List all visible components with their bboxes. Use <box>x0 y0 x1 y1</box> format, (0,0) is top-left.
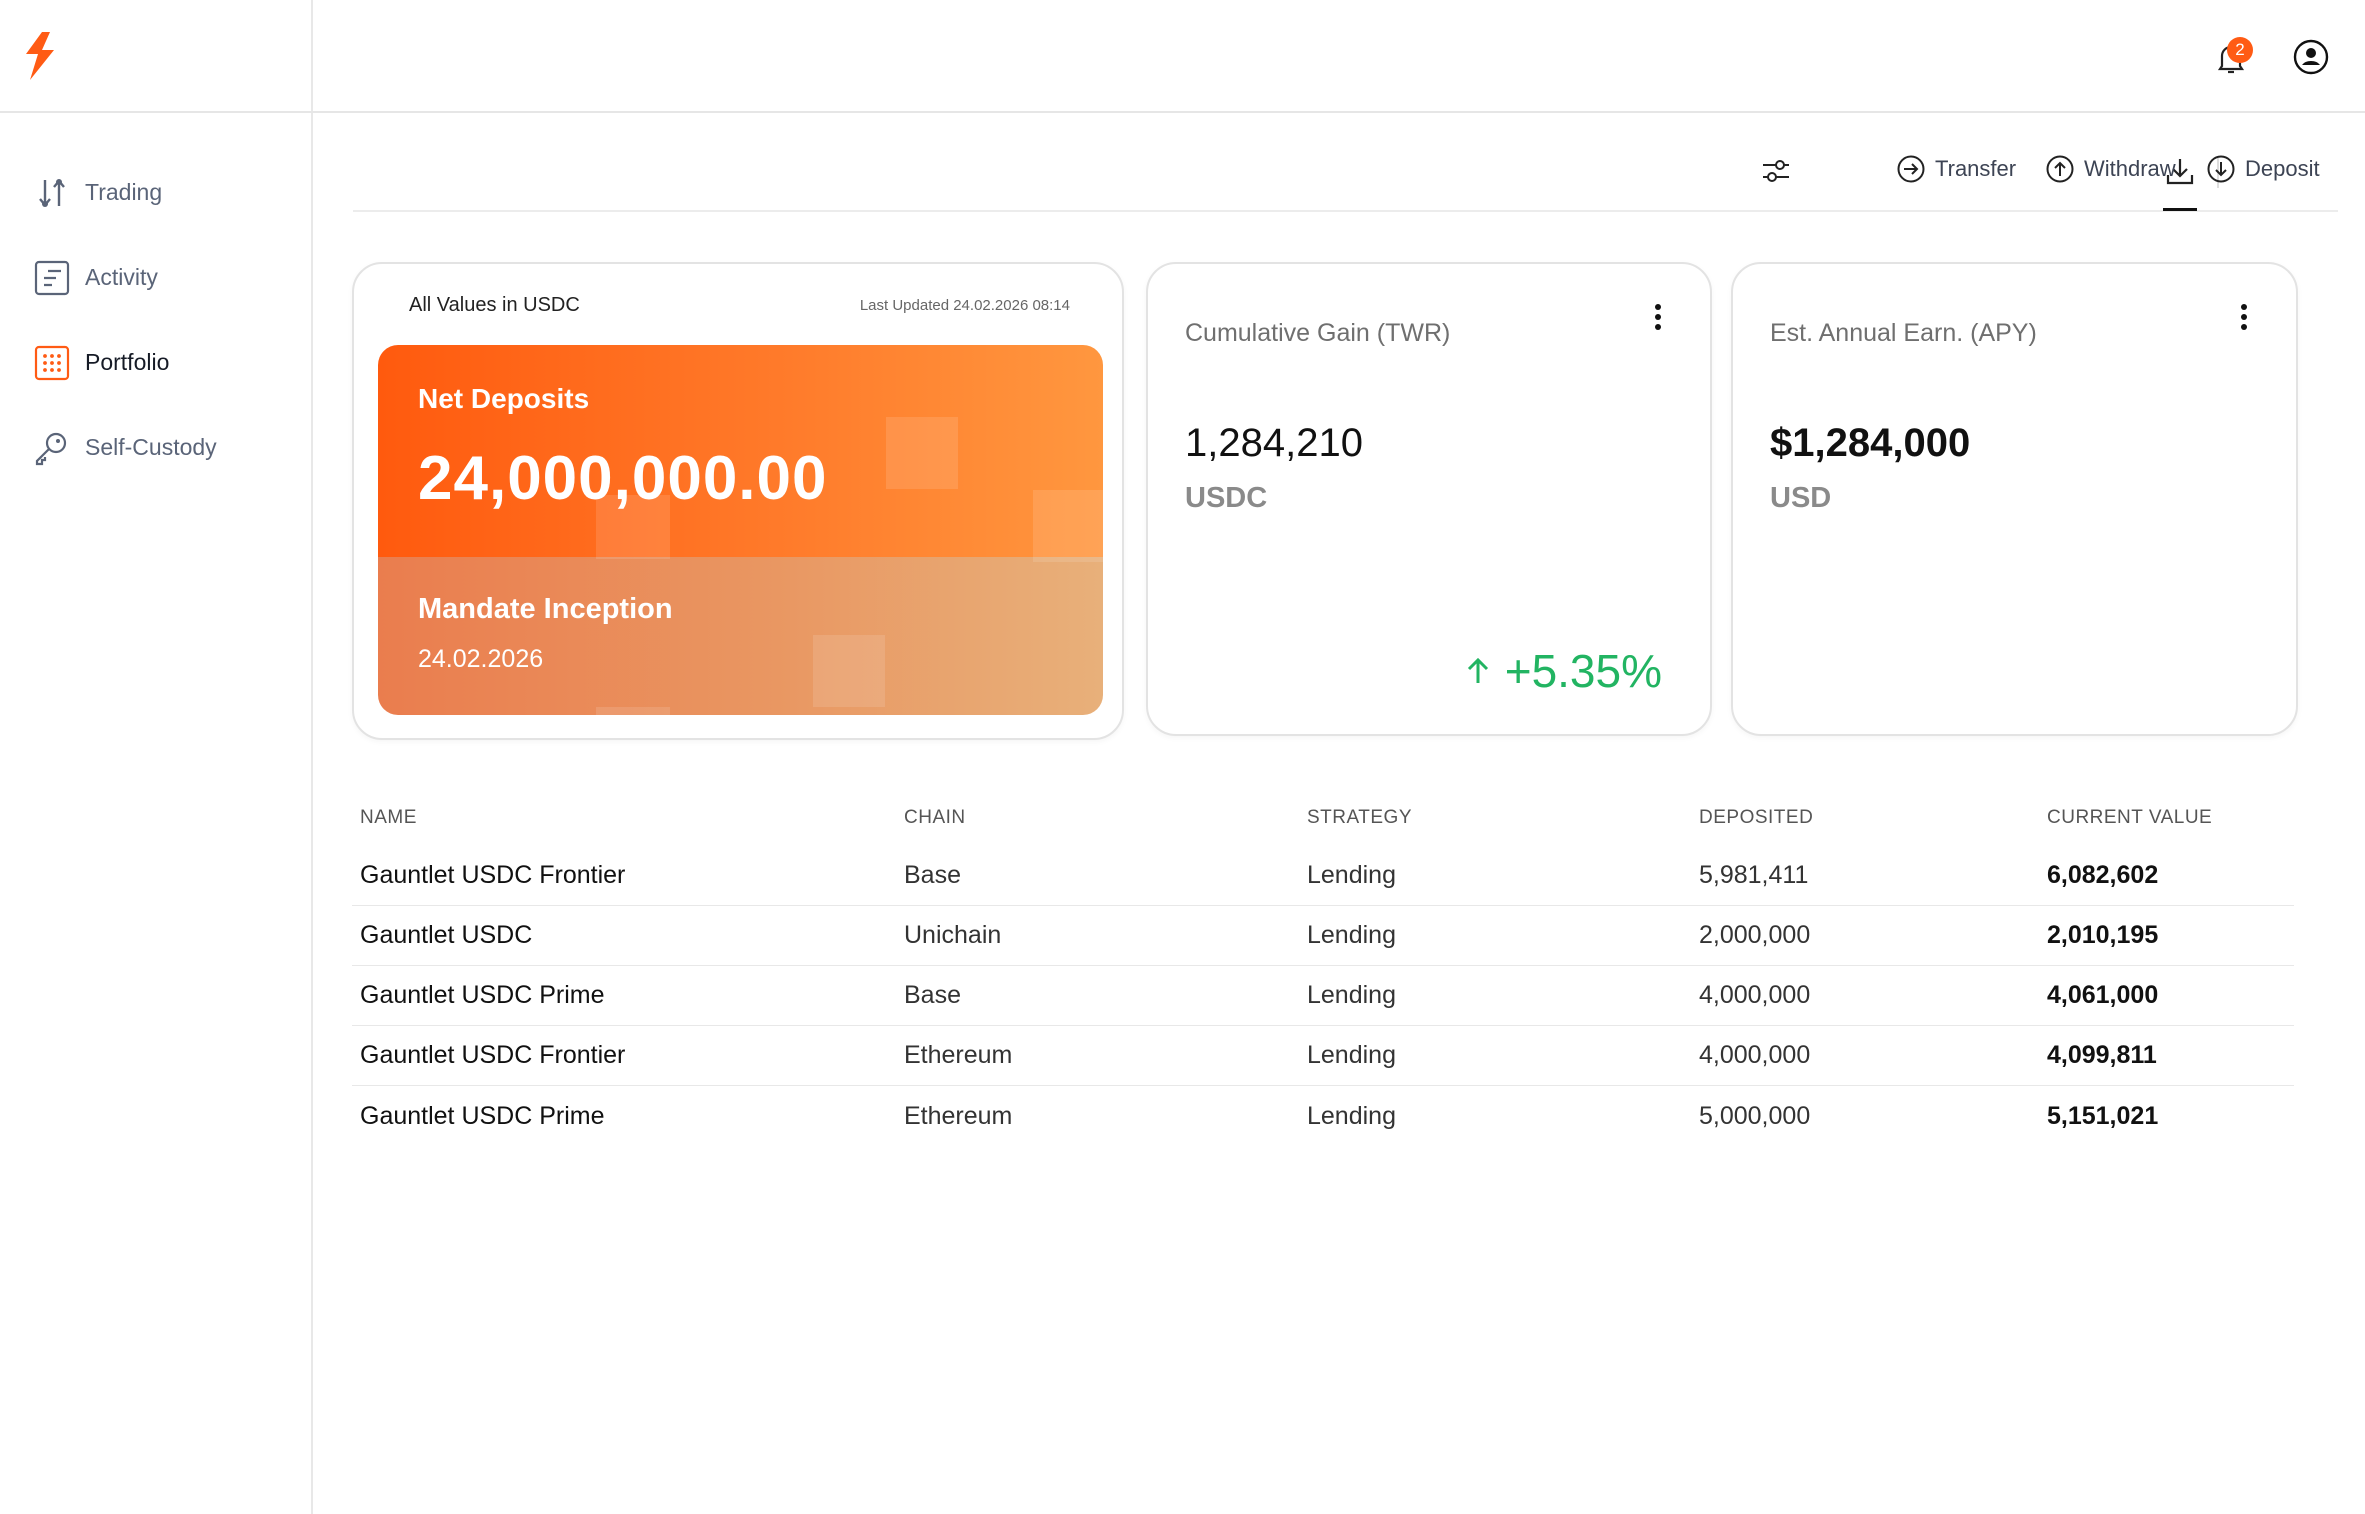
cell-current-value: 4,099,811 <box>2047 1041 2157 1069</box>
cell-chain: Ethereum <box>904 1041 1013 1069</box>
sidebar-item-trading[interactable]: Trading <box>0 150 313 235</box>
net-deposits-card: All Values in USDC Last Updated 24.02.20… <box>352 262 1124 740</box>
cell-deposited: 5,000,000 <box>1699 1101 1811 1130</box>
cell-deposited: 2,000,000 <box>1699 921 1811 949</box>
column-header-chain[interactable]: CHAIN <box>904 807 966 828</box>
top-header: 2 <box>313 0 2365 113</box>
sidebar-item-label: Self-Custody <box>85 434 217 460</box>
sidebar-item-label: Portfolio <box>85 349 170 375</box>
withdraw-label: Withdraw <box>2084 156 2176 181</box>
cell-deposited: 5,981,411 <box>1699 861 1809 889</box>
decorative-square <box>886 417 958 489</box>
net-deposits-section <box>378 345 1103 557</box>
table-row[interactable]: Gauntlet USDC Prime Ethereum Lending 5,0… <box>352 1086 2294 1146</box>
column-header-current-value[interactable]: CURRENT VALUE <box>2047 807 2213 828</box>
cumulative-gain-title: Cumulative Gain (TWR) <box>1185 319 1451 347</box>
sidebar-nav: Trading Activity Portfolio Self-Custody <box>0 150 313 490</box>
cumulative-gain-change: +5.35% <box>1465 644 1662 698</box>
cell-strategy: Lending <box>1307 1101 1396 1130</box>
sidebar-item-label: Trading <box>85 179 163 205</box>
arrow-up-circle-icon <box>2046 155 2074 183</box>
cell-current-value: 2,010,195 <box>2047 921 2159 949</box>
notification-count-badge: 2 <box>2227 37 2253 63</box>
download-icon[interactable] <box>2161 152 2199 190</box>
arrow-down-circle-icon <box>2207 155 2235 183</box>
mandate-inception-label: Mandate Inception <box>418 593 673 625</box>
cell-deposited: 4,000,000 <box>1699 981 1811 1009</box>
cell-name: Gauntlet USDC Prime <box>360 1101 605 1130</box>
sidebar: Trading Activity Portfolio Self-Custody <box>0 0 313 1514</box>
deposit-button[interactable]: Deposit <box>2206 154 2320 184</box>
decorative-square <box>596 707 670 715</box>
filter-sliders-icon[interactable] <box>1757 152 1795 190</box>
cell-current-value: 5,151,021 <box>2047 1101 2159 1130</box>
decorative-square <box>813 635 885 707</box>
apy-title: Est. Annual Earn. (APY) <box>1770 319 2037 347</box>
withdraw-button[interactable]: Withdraw <box>2045 154 2176 184</box>
column-header-strategy[interactable]: STRATEGY <box>1307 807 1412 828</box>
cell-name: Gauntlet USDC Frontier <box>360 861 626 889</box>
change-percent: +5.35% <box>1504 645 1662 697</box>
annual-earnings-card: Est. Annual Earn. (APY) $1,284,000 USD <box>1731 262 2298 736</box>
portfolio-toolbar: Transfer Withdraw Deposit <box>353 140 2338 212</box>
more-vertical-icon[interactable] <box>1648 300 1668 334</box>
mandate-inception-section <box>378 557 1103 715</box>
net-deposits-panel: Net Deposits 24,000,000.00 Mandate Incep… <box>378 345 1103 715</box>
sidebar-item-self-custody[interactable]: Self-Custody <box>0 405 313 490</box>
brand-logo-icon[interactable] <box>20 30 60 82</box>
table-row[interactable]: Gauntlet USDC Unichain Lending 2,000,000… <box>352 906 2294 966</box>
column-header-name[interactable]: NAME <box>360 807 417 828</box>
arrow-right-circle-icon <box>1897 155 1925 183</box>
key-icon <box>33 429 71 467</box>
sidebar-item-label: Activity <box>85 264 158 290</box>
cell-chain: Ethereum <box>904 1101 1013 1130</box>
sidebar-header <box>0 0 313 113</box>
cell-chain: Base <box>904 861 961 889</box>
active-tab-indicator <box>2163 208 2197 211</box>
table-header: NAME CHAIN STRATEGY DEPOSITED CURRENT VA… <box>352 790 2294 846</box>
positions-table: NAME CHAIN STRATEGY DEPOSITED CURRENT VA… <box>352 790 2294 1146</box>
cumulative-gain-unit: USDC <box>1185 482 1268 514</box>
cumulative-gain-value: 1,284,210 <box>1185 421 1363 465</box>
cumulative-gain-card: Cumulative Gain (TWR) 1,284,210 USDC +5.… <box>1146 262 1712 736</box>
user-avatar-icon[interactable] <box>2292 38 2330 76</box>
cell-current-value: 4,061,000 <box>2047 981 2159 1009</box>
cell-current-value: 6,082,602 <box>2047 861 2159 889</box>
arrow-up-icon <box>1467 657 1488 683</box>
table-row[interactable]: Gauntlet USDC Frontier Base Lending 5,98… <box>352 846 2294 906</box>
decorative-square <box>596 495 670 559</box>
more-vertical-icon[interactable] <box>2234 300 2254 334</box>
column-header-deposited[interactable]: DEPOSITED <box>1699 807 1814 828</box>
decorative-square <box>1033 490 1103 562</box>
cell-chain: Unichain <box>904 921 1002 949</box>
cell-strategy: Lending <box>1307 861 1396 889</box>
cell-strategy: Lending <box>1307 921 1396 949</box>
mandate-inception-date: 24.02.2026 <box>418 645 544 673</box>
cell-strategy: Lending <box>1307 981 1396 1009</box>
table-row[interactable]: Gauntlet USDC Frontier Ethereum Lending … <box>352 1026 2294 1086</box>
apy-value: $1,284,000 <box>1770 421 1971 465</box>
trading-arrows-icon <box>33 174 71 212</box>
cell-name: Gauntlet USDC <box>360 921 533 949</box>
sidebar-item-portfolio[interactable]: Portfolio <box>0 320 313 405</box>
apy-unit: USD <box>1770 482 1832 514</box>
deposit-label: Deposit <box>2245 156 2320 181</box>
portfolio-grid-icon <box>33 344 71 382</box>
net-deposits-label: Net Deposits <box>418 383 590 414</box>
currency-note: All Values in USDC <box>409 294 580 316</box>
cell-name: Gauntlet USDC Prime <box>360 981 605 1009</box>
table-row[interactable]: Gauntlet USDC Prime Base Lending 4,000,0… <box>352 966 2294 1026</box>
cell-chain: Base <box>904 981 961 1009</box>
cell-strategy: Lending <box>1307 1041 1396 1069</box>
sidebar-item-activity[interactable]: Activity <box>0 235 313 320</box>
net-deposits-value: 24,000,000.00 <box>418 444 828 513</box>
cell-deposited: 4,000,000 <box>1699 1041 1811 1069</box>
last-updated-timestamp: Last Updated 24.02.2026 08:14 <box>859 297 1070 314</box>
transfer-label: Transfer <box>1935 156 2017 181</box>
cell-name: Gauntlet USDC Frontier <box>360 1041 626 1069</box>
activity-document-icon <box>33 259 71 297</box>
transfer-button[interactable]: Transfer <box>1896 154 2016 184</box>
